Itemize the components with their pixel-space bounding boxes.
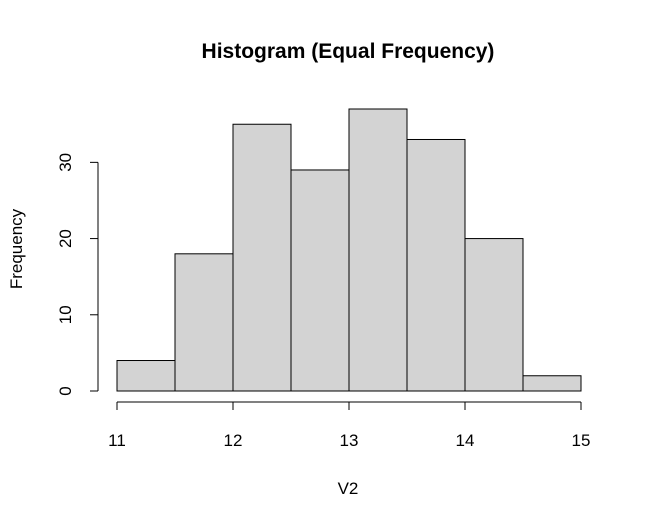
histogram-bar-4 (290, 169, 350, 392)
histogram-bar-1 (116, 360, 176, 392)
x-axis-label: V2 (338, 479, 359, 498)
histogram-bar-3 (232, 123, 292, 392)
x-tick-label-12: 12 (224, 431, 243, 450)
chart-title: Histogram (Equal Frequency) (202, 40, 495, 63)
bars-group (116, 108, 582, 392)
histogram-bar-8 (522, 375, 582, 392)
y-tick-label-10: 10 (56, 305, 75, 324)
x-tick-label-15: 15 (572, 431, 591, 450)
y-tick-label-30: 30 (56, 153, 75, 172)
x-tick-label-14: 14 (456, 431, 475, 450)
x-tick-label-11: 11 (108, 431, 126, 450)
histogram-bar-6 (406, 138, 466, 392)
y-tick-label-0: 0 (56, 386, 75, 395)
x-axis: 11 12 13 14 15 (108, 401, 591, 450)
y-axis: 0 10 20 30 (56, 153, 99, 396)
histogram-bar-2 (174, 253, 234, 392)
histogram-bar-5 (348, 108, 408, 392)
histogram-bar-7 (464, 238, 524, 392)
y-axis-label: Frequency (7, 208, 26, 289)
x-tick-label-13: 13 (340, 431, 359, 450)
y-tick-label-20: 20 (56, 229, 75, 248)
